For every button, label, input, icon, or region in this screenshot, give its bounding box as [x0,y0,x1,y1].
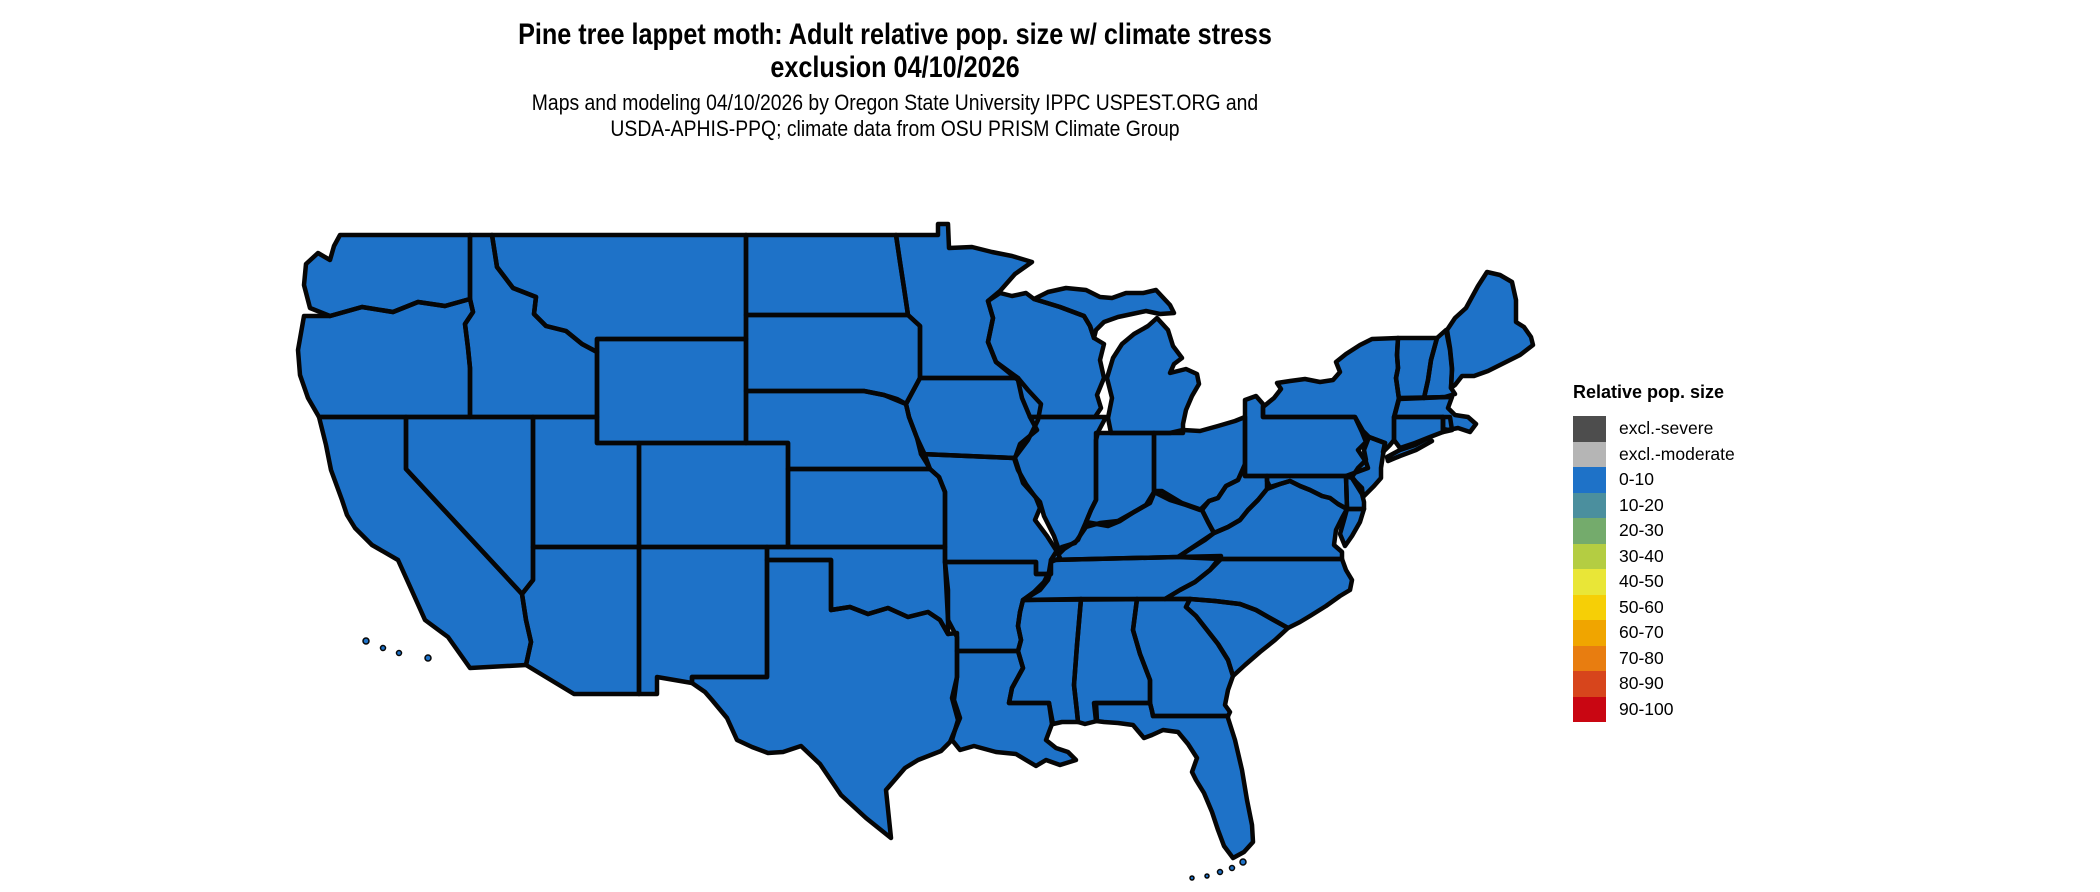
legend-swatch [1573,518,1606,544]
legend-label: 0-10 [1619,469,1655,490]
legend-item: 90-100 [1573,696,1735,722]
legend-swatch [1573,594,1606,620]
legend-label: 70-80 [1619,647,1664,668]
map-subtitle-line1: Maps and modeling 04/10/2026 by Oregon S… [531,90,1259,115]
legend-swatch [1573,671,1606,697]
legend-item: 20-30 [1573,518,1735,544]
channel-island [362,637,370,645]
legend-label: 90-100 [1619,698,1674,719]
legend-item: 40-50 [1573,569,1735,595]
legend-label: excl.-severe [1619,418,1714,439]
legend-item: 10-20 [1573,492,1735,518]
channel-island [424,654,432,662]
legend-item: 0-10 [1573,467,1735,493]
legend-item: 60-70 [1573,620,1735,646]
legend-swatch [1573,569,1606,595]
florida-key [1216,868,1224,876]
legend-label: 10-20 [1619,494,1664,515]
legend-label: 50-60 [1619,596,1664,617]
legend-label: 40-50 [1619,571,1664,592]
legend-swatch [1573,467,1606,493]
legend-swatch [1573,645,1606,671]
map-subtitle-line2: USDA-APHIS-PPQ; climate data from OSU PR… [610,116,1180,141]
map-title-line1: Pine tree lappet moth: Adult relative po… [518,18,1272,51]
florida-key [1228,864,1236,872]
legend-item: 80-90 [1573,671,1735,697]
legend-item: 70-80 [1573,645,1735,671]
map-title: Pine tree lappet moth: Adult relative po… [143,18,1647,84]
state-shape-co [639,443,788,547]
legend-swatch [1573,543,1606,569]
legend-label: excl.-moderate [1619,443,1735,464]
state-shape-ks [788,469,945,547]
state-shape-wy [597,339,746,443]
legend-item: excl.-moderate [1573,441,1735,467]
legend-swatch [1573,620,1606,646]
legend-item: 50-60 [1573,594,1735,620]
band-california-teal-spot3 [424,632,440,652]
legend-label: 30-40 [1619,545,1664,566]
legend-title: Relative pop. size [1573,382,1725,402]
legend-swatch [1573,696,1606,722]
map-title-line2: exclusion 04/10/2026 [770,51,1020,84]
legend-label: 60-70 [1619,622,1664,643]
channel-island [379,644,387,652]
legend-item: excl.-severe [1573,416,1735,442]
legend-rows: excl.-severe excl.-moderate 0-10 10-20 20-30… [1573,416,1735,722]
legend-label: 20-30 [1619,520,1664,541]
map-subtitle: Maps and modeling 04/10/2026 by Oregon S… [107,90,1682,142]
state-shape-nd [746,235,908,315]
legend: Relative pop. size excl.-severe excl.-mod… [1573,382,1735,722]
legend-swatch [1573,441,1606,467]
islands [362,637,1247,881]
legend-swatch [1573,416,1606,442]
band-california-teal-spot2 [390,580,406,604]
legend-label: 80-90 [1619,673,1664,694]
state-shape-nm [639,547,767,694]
legend-swatch [1573,492,1606,518]
florida-key [1204,873,1210,879]
florida-key [1239,858,1247,866]
legend-item: 30-40 [1573,543,1735,569]
florida-key [1189,875,1195,881]
channel-island [395,649,403,657]
